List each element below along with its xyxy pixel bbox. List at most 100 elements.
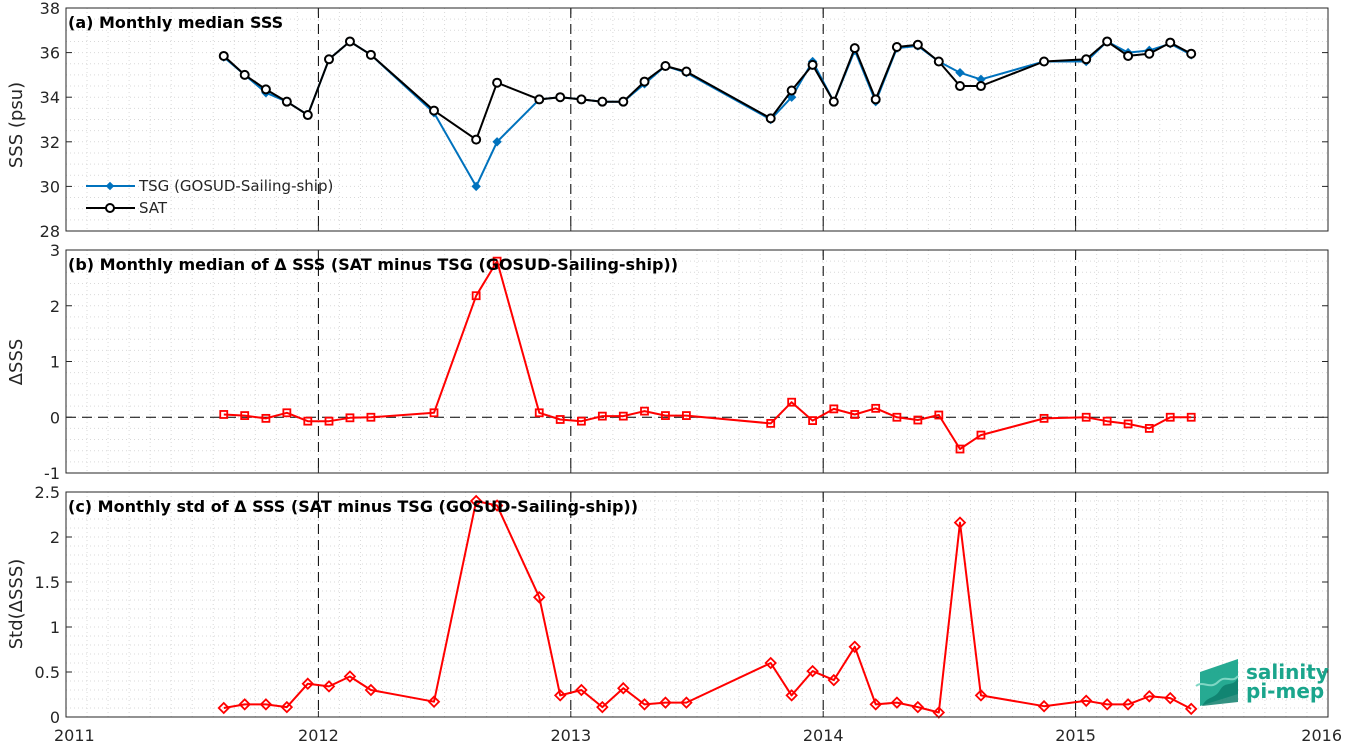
legend-tsg-marker [105,181,115,191]
data-point [259,698,273,711]
data-point [660,60,671,71]
data-point [786,85,797,96]
data-point [301,677,315,690]
data-point [1039,413,1049,423]
data-point [871,403,881,413]
data-point [680,696,693,709]
y-tick-label: 30 [40,177,60,196]
data-point [240,411,250,420]
data-point [344,36,355,47]
data-point [534,94,545,105]
data-point [217,701,231,715]
data-point [659,696,672,709]
y-tick-label: 2.5 [35,483,60,502]
data-point [933,56,944,67]
data-point [1123,50,1134,61]
data-point [324,54,335,65]
data-point [345,413,355,423]
data-point [281,96,292,107]
data-point [492,137,502,147]
data-point [303,416,313,426]
y-tick-label: 36 [40,44,60,63]
data-point [890,696,904,709]
data-point [850,410,860,419]
data-point [1186,48,1197,59]
data-point [869,698,882,711]
data-point [597,411,607,421]
data-point [891,42,902,53]
data-point [597,96,608,107]
logo-text-pi-mep: pi-mep [1246,679,1324,703]
data-point [239,69,250,80]
data-point [870,94,881,105]
data-point [280,700,294,714]
data-point [975,81,986,92]
panel-b-ylabel: ΔSSS [6,339,27,386]
series-line [223,260,1192,450]
data-point [553,689,567,702]
data-point [955,444,965,454]
y-tick-label: 34 [40,88,60,107]
axes-frame [65,491,1329,718]
data-point [955,81,966,92]
data-point [913,415,923,425]
data-point [471,181,481,192]
logo-emblem-icon [1195,659,1239,706]
data-point [827,673,841,687]
data-point [807,59,818,70]
data-point [934,410,944,420]
series-line [223,500,1192,714]
x-tick-label: 2014 [803,726,844,745]
legend-sat-label: SAT [139,199,168,217]
data-point [1081,54,1092,65]
data-point [638,698,651,711]
data-point [492,256,502,266]
data-point [575,683,588,697]
salinity-pi-mep-logo: salinity pi-mep [1195,659,1329,706]
data-point [765,113,776,124]
data-point [261,413,271,423]
data-point [764,656,777,670]
data-point [1123,419,1133,429]
data-point [639,76,650,87]
legend-sat-marker [105,203,115,213]
data-point [555,415,565,424]
data-point [534,408,544,418]
data-point [1144,423,1154,433]
data-point [576,94,587,105]
panel-monthly-median-delta-sss: -1 0 1 2 3 (b) Monthly median of Δ SSS (SAT … [6,241,1329,483]
panel-monthly-std-delta-sss: 0 0.5 1 1.5 2 2.5 2011 2012 2013 2014 2015 2016 (c)… [6,483,1342,745]
data-point [1037,699,1051,713]
data-point [1121,698,1135,711]
data-point [892,412,902,422]
data-point [218,50,229,61]
panel-a-title: (a) Monthly median SSS [68,13,283,32]
data-point [1079,694,1093,708]
data-point [640,406,649,416]
data-point [786,92,797,102]
y-tick-label: 2 [50,297,60,316]
data-point [785,689,798,702]
data-point [1100,698,1114,711]
data-point [577,416,586,426]
axes-frame [65,7,1329,232]
data-point [260,84,271,95]
x-tick-label: 2012 [298,726,339,745]
data-point [364,683,378,697]
data-point [976,430,986,440]
data-point [661,411,670,420]
data-point [618,411,628,421]
data-point [912,39,923,50]
data-point [555,92,566,103]
data-point [490,499,504,512]
panel-a-ylabel: SSS (psu) [6,82,27,168]
data-point [219,410,229,419]
data-point [806,664,819,678]
y-tick-label: 0 [50,408,60,427]
data-point [1165,412,1175,422]
data-point [324,416,334,426]
legend-tsg-label: TSG (GOSUD-Sailing-ship) [138,177,333,195]
data-point [322,680,336,693]
data-point [1143,690,1156,703]
